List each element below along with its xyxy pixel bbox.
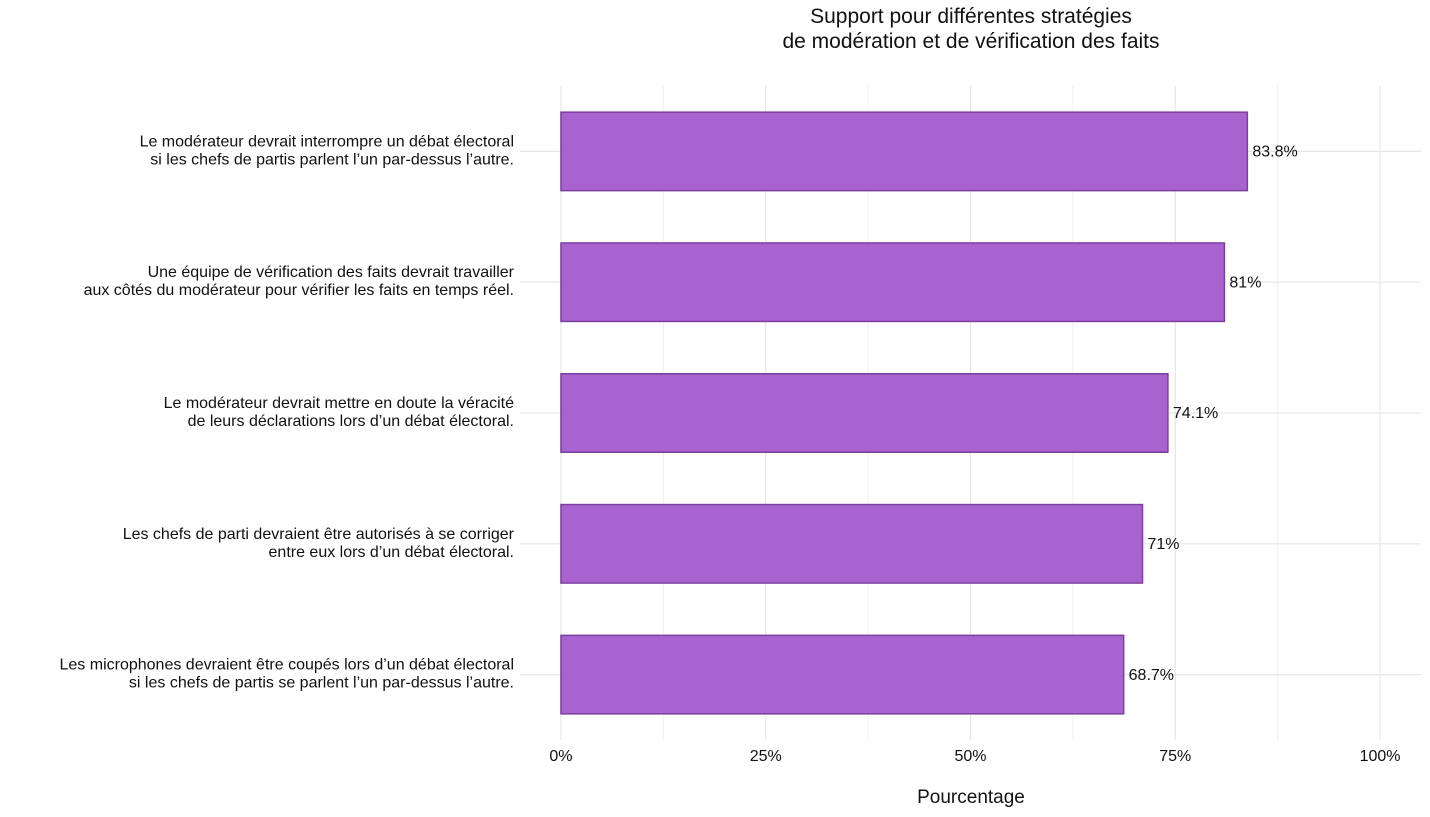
y-tick-label: Le modérateur devrait interrompre un déb…: [140, 134, 514, 169]
value-label: 81%: [1229, 274, 1261, 291]
x-axis-label: Pourcentage: [917, 787, 1025, 808]
bar: [560, 111, 1249, 192]
value-label: 83.8%: [1252, 144, 1297, 161]
x-tick-label: 100%: [1360, 748, 1401, 765]
value-label: 71%: [1148, 536, 1180, 553]
value-label: 68.7%: [1129, 667, 1174, 684]
y-tick-label: Les microphones devraient être coupés lo…: [60, 657, 515, 692]
y-tick-label: Une équipe de vérification des faits dev…: [84, 264, 515, 299]
bar: [560, 503, 1144, 584]
bar: [560, 242, 1226, 323]
value-label: 74.1%: [1173, 405, 1218, 422]
x-tick-label: 75%: [1159, 748, 1191, 765]
chart-title: Support pour différentes stratégies de mo…: [782, 5, 1159, 53]
x-tick-label: 0%: [549, 748, 572, 765]
bar: [560, 634, 1125, 715]
y-tick-label: Les chefs de parti devraient être autori…: [123, 526, 515, 561]
x-tick-label: 50%: [954, 748, 986, 765]
y-tick-label: Le modérateur devrait mettre en doute la…: [164, 395, 515, 430]
bar: [560, 373, 1169, 453]
x-tick-label: 25%: [750, 748, 782, 765]
